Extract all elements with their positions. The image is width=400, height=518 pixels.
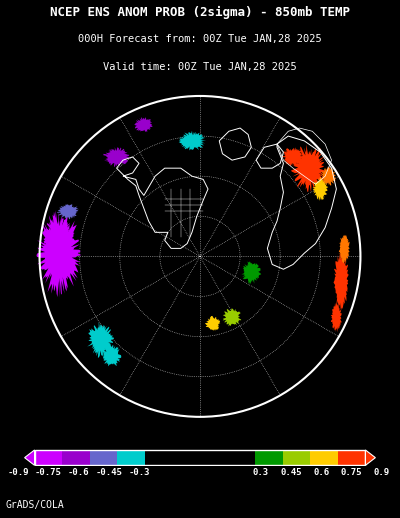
Bar bbox=[255, 450, 283, 465]
Text: 000H Forecast from: 00Z Tue JAN,28 2025: 000H Forecast from: 00Z Tue JAN,28 2025 bbox=[78, 34, 322, 44]
Text: 0.9: 0.9 bbox=[374, 468, 390, 478]
Polygon shape bbox=[366, 450, 375, 465]
Bar bbox=[283, 450, 310, 465]
Text: -0.6: -0.6 bbox=[68, 468, 90, 478]
Text: 0.75: 0.75 bbox=[341, 468, 362, 478]
Bar bbox=[62, 450, 90, 465]
Text: -0.45: -0.45 bbox=[96, 468, 122, 478]
Polygon shape bbox=[179, 131, 206, 150]
Bar bbox=[145, 450, 255, 465]
Polygon shape bbox=[87, 322, 114, 357]
Text: Valid time: 00Z Tue JAN,28 2025: Valid time: 00Z Tue JAN,28 2025 bbox=[103, 62, 297, 71]
Text: GrADS/COLA: GrADS/COLA bbox=[6, 500, 65, 510]
Polygon shape bbox=[334, 252, 349, 311]
Bar bbox=[338, 450, 366, 465]
Polygon shape bbox=[321, 166, 336, 185]
Polygon shape bbox=[331, 303, 342, 333]
Bar bbox=[117, 450, 145, 465]
Polygon shape bbox=[205, 316, 220, 331]
Polygon shape bbox=[339, 235, 350, 264]
Text: 0.6: 0.6 bbox=[313, 468, 329, 478]
Circle shape bbox=[40, 96, 360, 417]
Text: 0.3: 0.3 bbox=[253, 468, 269, 478]
Polygon shape bbox=[36, 210, 81, 298]
Polygon shape bbox=[222, 309, 241, 326]
Polygon shape bbox=[312, 177, 328, 201]
Polygon shape bbox=[103, 147, 130, 167]
Polygon shape bbox=[102, 344, 121, 366]
Text: -0.9: -0.9 bbox=[7, 468, 29, 478]
Text: 0.45: 0.45 bbox=[280, 468, 302, 478]
Polygon shape bbox=[242, 261, 261, 284]
Polygon shape bbox=[281, 148, 304, 167]
Polygon shape bbox=[57, 204, 79, 220]
Text: -0.75: -0.75 bbox=[35, 468, 62, 478]
Polygon shape bbox=[43, 218, 75, 257]
Bar bbox=[34, 450, 62, 465]
Polygon shape bbox=[134, 117, 153, 132]
Text: NCEP ENS ANOM PROB (2sigma) - 850mb TEMP: NCEP ENS ANOM PROB (2sigma) - 850mb TEMP bbox=[50, 6, 350, 19]
Text: -0.3: -0.3 bbox=[128, 468, 150, 478]
Bar bbox=[310, 450, 338, 465]
Polygon shape bbox=[291, 145, 328, 192]
Bar bbox=[90, 450, 117, 465]
Polygon shape bbox=[25, 450, 34, 465]
